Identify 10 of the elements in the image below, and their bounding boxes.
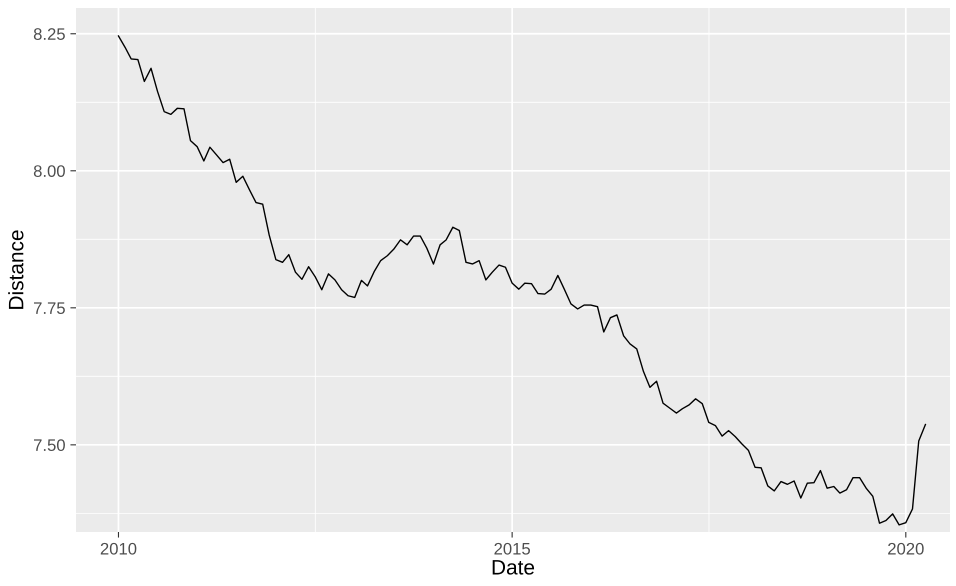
x-tick-label: 2010	[100, 542, 136, 555]
y-tick-label: 8.00	[34, 165, 65, 177]
line-series	[118, 35, 926, 526]
x-axis-title: Date	[492, 560, 534, 575]
y-tick-label: 7.75	[34, 302, 65, 314]
y-tick-label: 8.25	[34, 28, 65, 40]
x-tick-label: 2020	[888, 542, 924, 555]
x-tick-label: 2015	[494, 542, 530, 555]
y-axis-title: Distance	[8, 230, 24, 309]
y-tick-label: 7.50	[34, 439, 65, 452]
